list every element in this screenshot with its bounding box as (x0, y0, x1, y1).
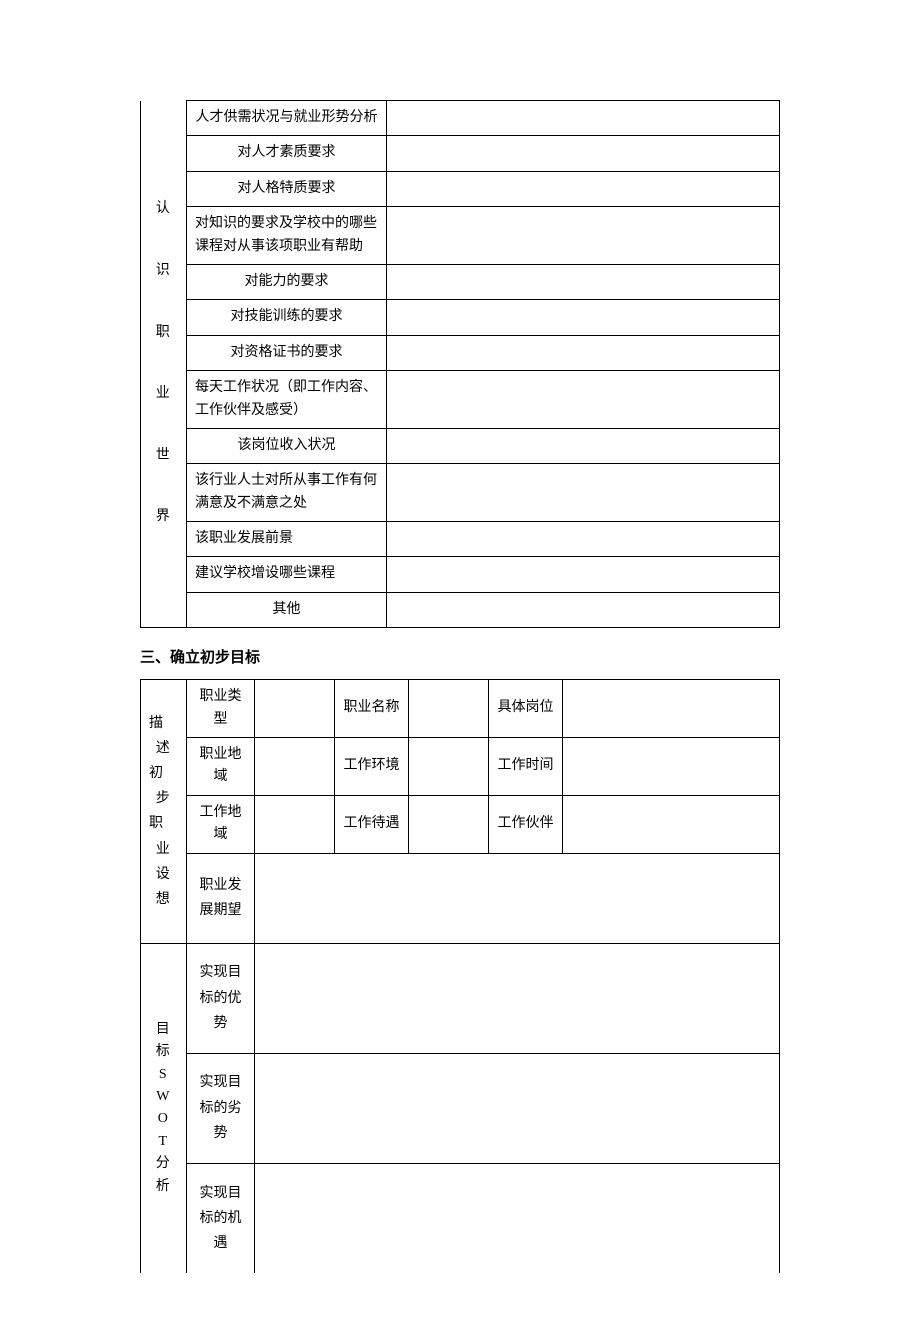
row-label: 实现目标的优势 (187, 943, 255, 1053)
row-value (387, 464, 780, 522)
table-row: 对资格证书的要求 (141, 335, 780, 370)
row-value (409, 738, 489, 796)
row-label: 对人格特质要求 (187, 171, 387, 206)
row-value (387, 101, 780, 136)
row-label: 其他 (187, 592, 387, 627)
row-value (387, 557, 780, 592)
row-value (409, 795, 489, 853)
row-value (387, 371, 780, 429)
table-row: 该行业人士对所从事工作有何满意及不满意之处 (141, 464, 780, 522)
table-row: 建议学校增设哪些课程 (141, 557, 780, 592)
row-label: 建议学校增设哪些课程 (187, 557, 387, 592)
row-label: 工作时间 (489, 738, 563, 796)
row-label: 工作地域 (187, 795, 255, 853)
table-row: 描 述 初 步 职 业 设想 职业类型 职业名称 具体岗位 (141, 680, 780, 738)
table-row: 对知识的要求及学校中的哪些课程对从事该项职业有帮助 (141, 207, 780, 265)
table-career-world: 认 识 职 业 世 界 人才供需状况与就业形势分析 对人才素质要求 对人格特质要… (140, 100, 780, 628)
row-value (387, 136, 780, 171)
table-row: 实现目标的机遇 (141, 1163, 780, 1273)
row-value (387, 264, 780, 299)
row-label: 对人才素质要求 (187, 136, 387, 171)
row-label: 对技能训练的要求 (187, 300, 387, 335)
table-row: 对技能训练的要求 (141, 300, 780, 335)
row-value (387, 300, 780, 335)
row-label: 该行业人士对所从事工作有何满意及不满意之处 (187, 464, 387, 522)
table-row: 对人才素质要求 (141, 136, 780, 171)
row-value (387, 335, 780, 370)
row-value (255, 795, 335, 853)
table-row: 其他 (141, 592, 780, 627)
table-row: 每天工作状况（即工作内容、工作伙伴及感受） (141, 371, 780, 429)
table-row: 实现目标的劣势 (141, 1053, 780, 1163)
section-heading: 三、确立初步目标 (140, 646, 780, 667)
row-value (387, 592, 780, 627)
row-label: 对能力的要求 (187, 264, 387, 299)
table-row: 认 识 职 业 世 界 人才供需状况与就业形势分析 (141, 101, 780, 136)
row-label: 职业类型 (187, 680, 255, 738)
row-label: 对资格证书的要求 (187, 335, 387, 370)
row-value (563, 738, 780, 796)
table-row: 工作地域 工作待遇 工作伙伴 (141, 795, 780, 853)
row-value (255, 1053, 780, 1163)
row-value (387, 171, 780, 206)
table-row: 职业发展期望 (141, 853, 780, 943)
row-value (387, 207, 780, 265)
row-value (255, 853, 780, 943)
table-row: 职业地域 工作环境 工作时间 (141, 738, 780, 796)
table-row: 该职业发展前景 (141, 522, 780, 557)
row-label: 实现目标的劣势 (187, 1053, 255, 1163)
row-value (255, 943, 780, 1053)
vertical-label-describe: 描 述 初 步 职 业 设想 (141, 680, 187, 943)
row-label: 该岗位收入状况 (187, 428, 387, 463)
row-value (255, 738, 335, 796)
table-row: 目 标 S W O T 分 析 实现目标的优势 (141, 943, 780, 1053)
table-row: 对能力的要求 (141, 264, 780, 299)
row-label: 工作伙伴 (489, 795, 563, 853)
vertical-label-cell: 认 识 职 业 世 界 (141, 101, 187, 628)
row-label: 工作待遇 (335, 795, 409, 853)
row-label: 工作环境 (335, 738, 409, 796)
table-row: 该岗位收入状况 (141, 428, 780, 463)
row-label: 人才供需状况与就业形势分析 (187, 101, 387, 136)
table-row: 对人格特质要求 (141, 171, 780, 206)
row-value (409, 680, 489, 738)
row-label: 该职业发展前景 (187, 522, 387, 557)
row-label: 每天工作状况（即工作内容、工作伙伴及感受） (187, 371, 387, 429)
row-value (563, 795, 780, 853)
row-label: 职业地域 (187, 738, 255, 796)
row-value (563, 680, 780, 738)
row-label: 职业发展期望 (187, 853, 255, 943)
row-value (387, 522, 780, 557)
row-value (387, 428, 780, 463)
row-value (255, 680, 335, 738)
vertical-label-swot: 目 标 S W O T 分 析 (141, 943, 187, 1273)
row-label: 对知识的要求及学校中的哪些课程对从事该项职业有帮助 (187, 207, 387, 265)
row-label: 实现目标的机遇 (187, 1163, 255, 1273)
row-label: 具体岗位 (489, 680, 563, 738)
row-label: 职业名称 (335, 680, 409, 738)
table-goals: 描 述 初 步 职 业 设想 职业类型 职业名称 具体岗位 职业地域 工作环境 … (140, 679, 780, 1273)
row-value (255, 1163, 780, 1273)
